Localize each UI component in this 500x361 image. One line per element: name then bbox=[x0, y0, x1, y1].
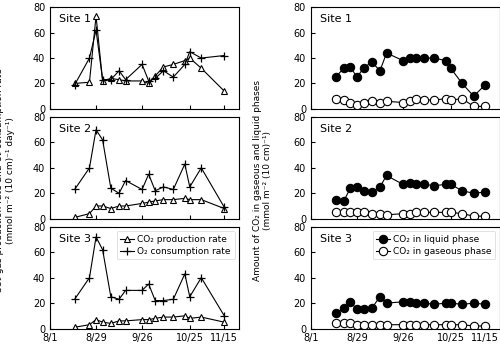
Legend: CO₂ production rate, O₂ consumption rate: CO₂ production rate, O₂ consumption rate bbox=[116, 231, 234, 259]
Text: Site 2: Site 2 bbox=[60, 124, 92, 134]
Text: Site 1: Site 1 bbox=[60, 14, 92, 24]
Legend: CO₂ in liquid phase, CO₂ in gaseous phase: CO₂ in liquid phase, CO₂ in gaseous phas… bbox=[372, 231, 496, 259]
Text: Site 1: Site 1 bbox=[320, 14, 352, 24]
Text: Site 3: Site 3 bbox=[320, 234, 352, 244]
Text: Site 3: Site 3 bbox=[60, 234, 92, 244]
Text: Amount of CO₂ in gaseous and liquid phases
(mmol m⁻² (10 cm)⁻¹): Amount of CO₂ in gaseous and liquid phas… bbox=[253, 80, 272, 281]
Text: CO₂ gas production rate and O₂ consumption rate
(mmol m⁻² (10 cm)⁻¹ day⁻¹): CO₂ gas production rate and O₂ consumpti… bbox=[0, 68, 14, 293]
Text: Site 2: Site 2 bbox=[320, 124, 352, 134]
